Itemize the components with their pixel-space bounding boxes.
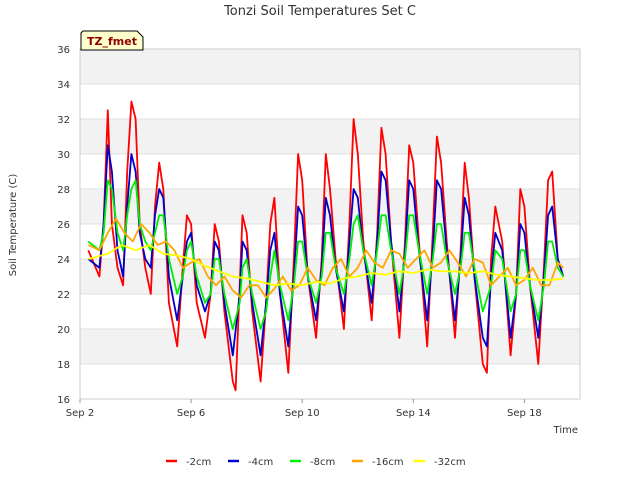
y-tick-label: 36 [57, 45, 70, 56]
y-tick-label: 32 [57, 115, 70, 126]
y-tick-label: 34 [57, 80, 70, 91]
plot-band [80, 84, 580, 119]
y-tick-label: 16 [57, 395, 70, 406]
y-tick-label: 26 [57, 220, 70, 231]
x-tick-label: Sep 10 [285, 408, 320, 419]
legend: -2cm -4cm -8cm -16cm -32cm [166, 457, 466, 468]
x-tick-label: Sep 6 [177, 408, 205, 419]
series-line-8cm [87, 179, 565, 330]
plot-frame [79, 48, 581, 400]
y-tick-label: 30 [57, 150, 70, 161]
x-tick-label: Sep 2 [66, 408, 94, 419]
legend-label: -8cm [310, 457, 335, 468]
y-axis-ticks: 16 18 20 22 24 26 28 30 32 34 36 [57, 45, 70, 406]
plot-band [80, 294, 580, 329]
series-line-4cm [87, 144, 565, 357]
series-layer [87, 100, 565, 392]
legend-label: -32cm [434, 457, 466, 468]
site-badge-label: TZ_fmet [87, 35, 137, 48]
y-tick-label: 28 [57, 185, 70, 196]
legend-label: -4cm [248, 457, 273, 468]
site-badge-box [80, 30, 144, 51]
legend-label: -16cm [372, 457, 404, 468]
legend-label: -2cm [186, 457, 211, 468]
site-badge: TZ_fmet [80, 30, 144, 51]
y-tick-label: 24 [57, 255, 70, 266]
series-line-32cm [88, 244, 564, 287]
x-axis-ticks: Sep 2 Sep 6 Sep 10 Sep 14 Sep 18 [66, 399, 542, 419]
y-tick-label: 22 [57, 290, 70, 301]
x-axis-title: Time [553, 425, 578, 436]
x-tick-label: Sep 14 [396, 408, 431, 419]
plot-band [80, 119, 580, 154]
y-axis-title: Soil Temperature (C) [8, 174, 19, 277]
plot-band [80, 329, 580, 364]
plot-band [80, 364, 580, 399]
chart-title: Tonzi Soil Temperatures Set C [223, 4, 416, 19]
y-tick-label: 18 [57, 360, 70, 371]
series-line-16cm [87, 217, 564, 299]
plot-area-bands [80, 49, 580, 399]
y-tick-label: 20 [57, 325, 70, 336]
plot-band [80, 259, 580, 294]
x-tick-label: Sep 18 [507, 408, 542, 419]
plot-band [80, 49, 580, 84]
